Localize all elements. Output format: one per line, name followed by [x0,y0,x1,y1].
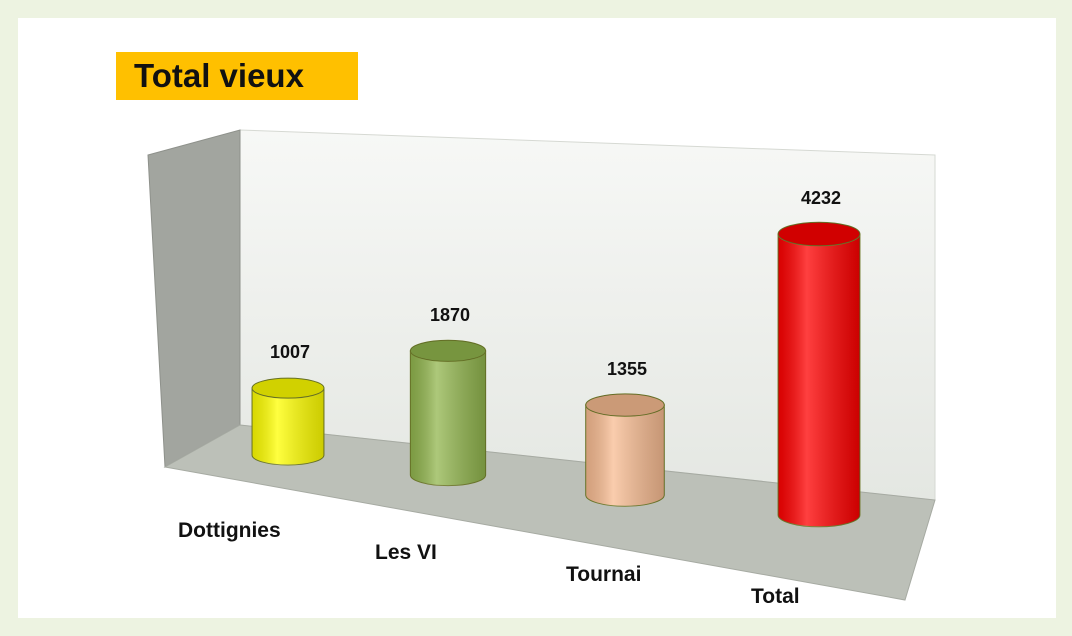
value-label: 4232 [801,188,841,208]
value-label: 1355 [607,359,647,379]
bar-top [777,221,861,247]
bar-shade [778,234,860,527]
value-label: 1007 [270,342,310,362]
value-label: 1870 [430,305,470,325]
bar-shade [585,405,665,507]
x-tick-label: Total [751,585,800,608]
chart-title: Total vieux [116,52,358,100]
x-tick-label: Dottignies [178,519,281,542]
floor [163,424,936,601]
x-tick-label: Les VI [375,541,437,564]
bar-top [585,393,665,417]
x-tick-label: Tournai [566,563,641,586]
bar-shade [410,350,486,486]
bar-top [409,339,487,362]
bar-top-shade [778,222,860,246]
bar-top-shade [410,340,486,362]
bar-top-shade [252,378,324,399]
bar-shade [252,388,324,465]
bar-top-shade [585,393,665,417]
bar-top [251,377,325,399]
side-wall [147,129,241,468]
